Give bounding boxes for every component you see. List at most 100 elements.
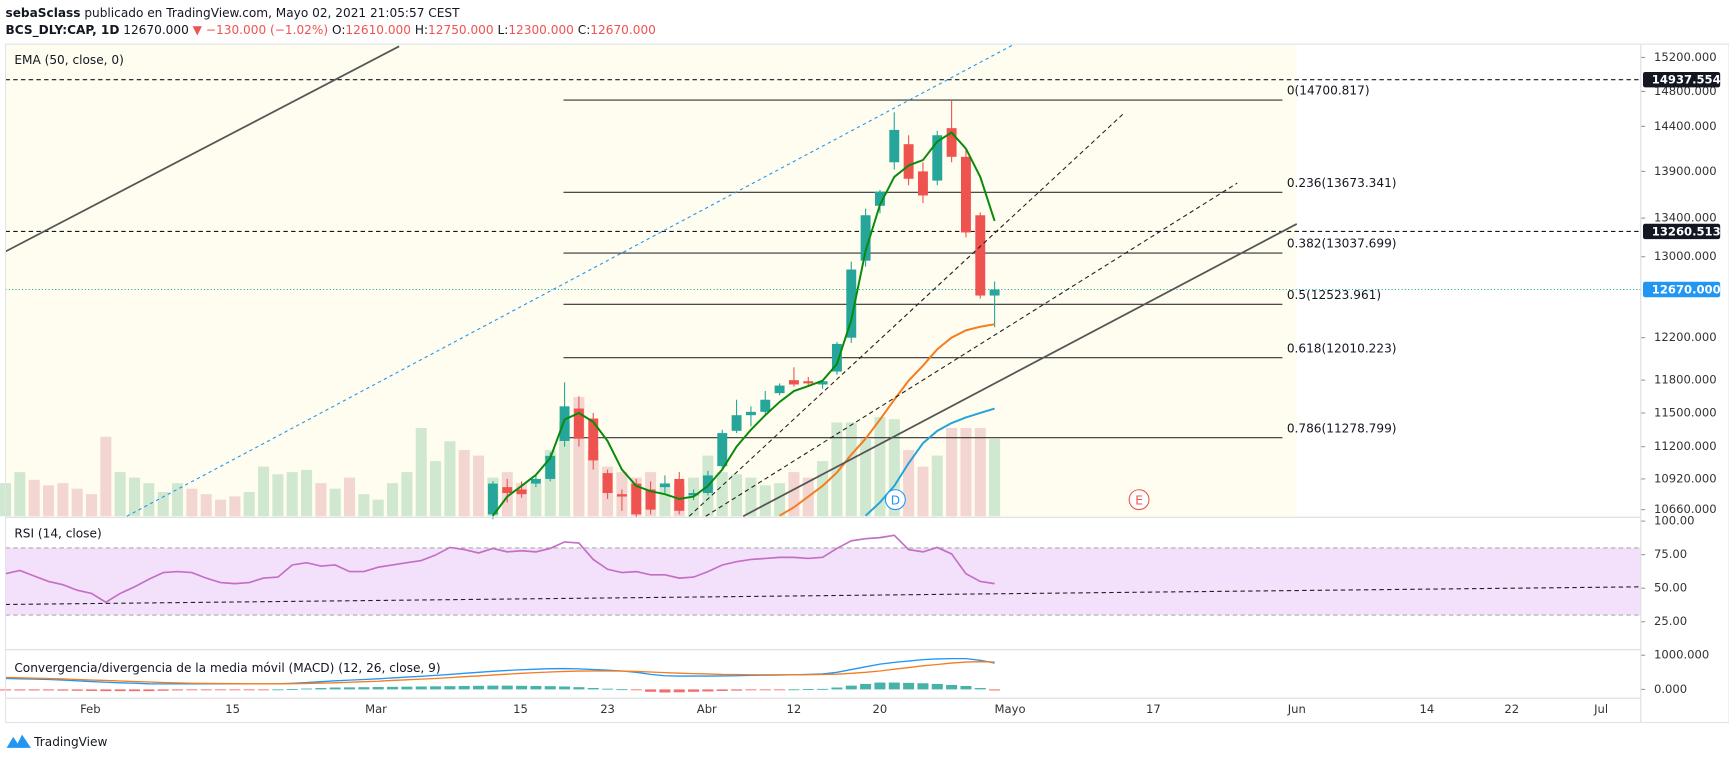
volume-bar: [874, 416, 886, 517]
candle-body: [487, 483, 498, 515]
macd-histogram-bar: [774, 689, 786, 691]
macd-histogram-bar: [989, 689, 1001, 691]
volume-bar: [57, 483, 69, 517]
volume-bar: [831, 422, 843, 517]
volume-bar: [401, 472, 413, 517]
macd-histogram-bar: [716, 689, 728, 691]
volume-bar: [960, 427, 972, 517]
macd-histogram-bar: [415, 686, 427, 690]
macd-histogram-bar: [946, 684, 958, 690]
y-tick-label: 75.00: [1654, 547, 1687, 561]
volume-bar: [903, 450, 915, 517]
time-axis-label: Jul: [1593, 702, 1608, 716]
volume-bar: [329, 488, 341, 517]
price-marker-box: [1642, 71, 1721, 88]
candle-body: [903, 144, 914, 179]
macd-histogram-bar: [630, 689, 642, 691]
brand: TradingView: [33, 735, 107, 749]
y-tick-label: 13400.000: [1654, 211, 1717, 225]
candle-body: [803, 381, 814, 384]
candle-body: [817, 381, 828, 385]
event-marker-label: D: [891, 493, 900, 507]
macd-histogram-bar: [501, 685, 513, 690]
candle-body: [774, 385, 785, 394]
volume-bar: [974, 427, 986, 517]
candle-body: [659, 483, 670, 488]
candle-body: [588, 418, 599, 461]
volume-bar: [28, 479, 40, 517]
macd-histogram-bar: [200, 689, 212, 691]
y-tick-label: 14800.000: [1654, 84, 1717, 98]
time-axis-label: 23: [600, 702, 615, 716]
logo: [6, 734, 31, 748]
y-tick-label: 13000.000: [1654, 249, 1717, 263]
candle-body: [530, 478, 541, 484]
macd-histogram-bar: [802, 689, 814, 690]
indicator-label: Convergencia/divergencia de la media móv…: [14, 661, 440, 675]
change: ▼ −130.000 (−1.02%): [193, 22, 328, 36]
candle-body: [788, 380, 799, 385]
macd-histogram-bar: [516, 685, 528, 690]
macd-line: [5, 657, 995, 685]
macd-histogram-bar: [358, 687, 370, 690]
volume-bar: [473, 455, 485, 517]
candle-body: [502, 487, 513, 494]
macd-histogram-bar: [86, 689, 98, 691]
time-axis-label: Mar: [365, 702, 387, 716]
close: 12670.000: [590, 22, 656, 36]
frame: [4, 43, 1729, 724]
macd-histogram-bar: [229, 689, 241, 691]
macd-histogram-bar: [258, 689, 270, 691]
last-price: 12670.000: [123, 22, 189, 36]
macd-histogram-bar: [114, 689, 126, 692]
time-axis-label: Jun: [1287, 702, 1306, 716]
candle-body: [860, 215, 871, 261]
event-marker[interactable]: [1128, 489, 1150, 511]
trend-line: [742, 223, 1298, 518]
volume-bar: [186, 488, 198, 517]
low: 12300.000: [508, 22, 574, 36]
macd-histogram-bar: [157, 689, 169, 691]
event-marker-label: E: [1135, 493, 1143, 507]
candle-body: [874, 191, 885, 206]
volume-bar: [458, 450, 470, 517]
volume-bar: [946, 427, 958, 517]
price-marker-label: 14937.554: [1652, 73, 1721, 87]
macd-histogram-bar: [143, 689, 155, 692]
rsi-band: [5, 547, 1641, 616]
macd-histogram-bar: [888, 682, 900, 690]
macd-line: [5, 661, 995, 685]
candle-body: [932, 135, 943, 181]
volume-bar: [315, 483, 327, 517]
volume-bar: [286, 472, 298, 517]
macd-histogram-bar: [458, 685, 470, 690]
volume-bar: [243, 491, 255, 517]
indicator-label: EMA (50, close, 0): [14, 53, 124, 67]
o-label: O:: [332, 22, 345, 36]
volume-bar: [888, 419, 900, 517]
volume-bar: [129, 477, 141, 517]
y-tick-label: 11200.000: [1654, 439, 1717, 453]
event-marker[interactable]: [884, 489, 906, 511]
macd-histogram-bar: [731, 689, 743, 691]
macd-histogram-bar: [874, 682, 886, 690]
volume-bar: [931, 455, 943, 517]
ema-line: [492, 131, 996, 517]
candle-body: [846, 269, 857, 338]
volume-bar: [917, 466, 929, 517]
macd-histogram-bar: [573, 687, 585, 690]
macd-histogram-bar: [28, 689, 40, 691]
h-label: H:: [415, 22, 428, 36]
macd-histogram-bar: [745, 689, 757, 691]
candle-body: [674, 478, 685, 511]
volume-bar: [215, 499, 227, 517]
candle-body: [688, 493, 699, 496]
volume-bar: [100, 436, 112, 517]
macd-histogram-bar: [57, 689, 69, 691]
macd-histogram-bar: [845, 685, 857, 690]
volume-bar: [71, 488, 83, 517]
macd-histogram-bar: [243, 689, 255, 691]
macd-histogram-bar: [817, 688, 829, 690]
macd-histogram-bar: [688, 689, 700, 692]
macd-histogram-bar: [129, 689, 141, 692]
